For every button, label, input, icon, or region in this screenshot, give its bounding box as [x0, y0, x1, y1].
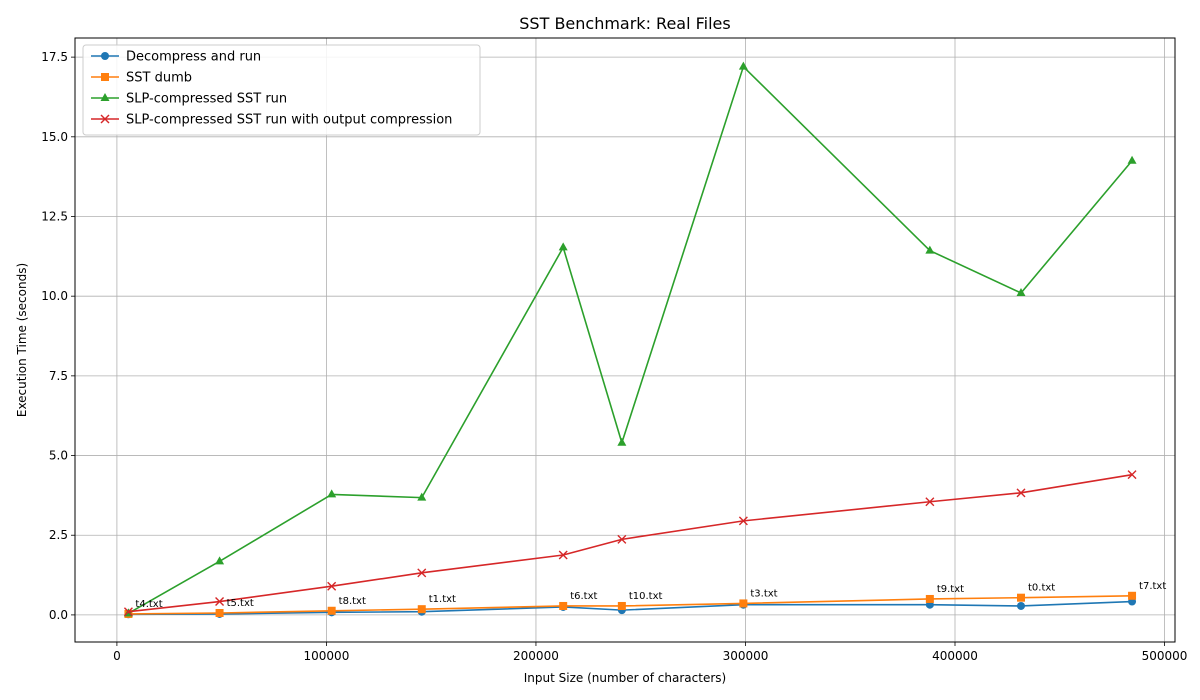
series-1-point [1017, 601, 1025, 610]
y-tick-label: 12.5 [41, 209, 68, 223]
series-4-point [123, 607, 133, 617]
legend-entry: Decompress and run [91, 50, 261, 65]
x-axis-label: Input Size (number of characters) [524, 671, 726, 685]
series-4-point-stroke [417, 568, 427, 578]
y-tick-label: 2.5 [49, 528, 68, 542]
series-2-point [559, 601, 568, 610]
y-tick-label: 7.5 [49, 369, 68, 383]
series-3-point [1016, 287, 1026, 296]
legend-box [82, 44, 481, 136]
legend-label: SST dumb [126, 71, 192, 86]
point-annotation: t3.txt [750, 588, 777, 599]
legend-label: SLP-compressed SST run with output compr… [126, 113, 452, 128]
series-2-group [124, 591, 1137, 618]
series-3-line [128, 65, 1133, 615]
grid-layer [75, 38, 1175, 642]
legend-swatch-marker-stroke [100, 114, 110, 124]
y-tick-label: 15.0 [41, 130, 68, 144]
series-4-point [617, 534, 627, 544]
series-2-point [327, 606, 336, 615]
point-annotation: t7.txt [1139, 581, 1166, 592]
legend: Decompress and run SST dumb SLP-compressed… [82, 44, 481, 136]
x-tick-label: 100000 [304, 649, 350, 663]
plot-frame [74, 37, 1176, 643]
legend-swatch-marker [100, 114, 110, 124]
y-tick-label: 17.5 [41, 50, 68, 64]
annotation-layer: t4.txt t5.txt t8.txt t1.txt t6.txt t10.txt t3.… [135, 581, 1166, 610]
legend-swatch-marker [101, 52, 109, 60]
series-4-point-stroke [558, 550, 568, 560]
series-2-point [1128, 591, 1137, 600]
series-4-point-stroke [1016, 488, 1026, 498]
series-4-point [215, 597, 225, 607]
point-annotation: t10.txt [629, 591, 663, 602]
legend-swatch-marker [101, 73, 109, 81]
series-4-point [558, 550, 568, 560]
series-2-point [925, 594, 934, 603]
series-4-point-stroke [215, 597, 225, 607]
series-3-point [327, 489, 337, 498]
x-tick-label: 300000 [723, 649, 769, 663]
series-2-point [417, 605, 426, 614]
series-layer [123, 61, 1137, 619]
series-4-point-stroke [1127, 470, 1137, 480]
series-4-point-stroke [123, 607, 133, 617]
legend-label: Decompress and run [126, 50, 261, 65]
series-4-point [417, 568, 427, 578]
series-4-point-stroke [617, 534, 627, 544]
point-annotation: t0.txt [1028, 583, 1055, 594]
series-2-line [128, 594, 1133, 615]
x-tick-label: 0 [113, 649, 121, 663]
series-4-point-stroke [738, 516, 748, 526]
series-2-point [739, 599, 748, 608]
point-annotation: t6.txt [570, 591, 597, 602]
series-4-point-stroke [925, 497, 935, 507]
series-1-line [128, 600, 1133, 616]
x-tick-label: 500000 [1142, 649, 1188, 663]
legend-label: SLP-compressed SST run [126, 92, 287, 107]
point-annotation: t8.txt [339, 596, 366, 607]
tick-layer: 0 100000 200000 300000 400000 500000 0.0 2.5 5.0… [41, 50, 1187, 663]
series-4-point-stroke [327, 581, 337, 591]
point-annotation: t4.txt [135, 599, 162, 610]
series-4-point [1016, 488, 1026, 498]
legend-swatch-marker [100, 93, 110, 101]
series-3-point [617, 437, 627, 446]
y-tick-label: 0.0 [49, 608, 68, 622]
series-3-point [925, 245, 935, 254]
x-tick-label: 200000 [513, 649, 559, 663]
series-4-point [327, 581, 337, 591]
point-annotation: t5.txt [227, 598, 254, 609]
chart-title: SST Benchmark: Real Files [519, 14, 730, 33]
y-tick-label: 5.0 [49, 449, 68, 463]
series-3-point [215, 556, 225, 565]
series-3-point [738, 61, 748, 70]
y-tick-label: 10.0 [41, 289, 68, 303]
series-3-point [558, 242, 568, 251]
series-3-point [417, 492, 427, 501]
series-3-point [1127, 155, 1137, 164]
point-annotation: t9.txt [937, 584, 964, 595]
legend-entry: SLP-compressed SST run with output compr… [91, 113, 452, 128]
series-2-point [215, 608, 224, 617]
x-tick-label: 400000 [932, 649, 978, 663]
legend-entry: SLP-compressed SST run [91, 92, 287, 107]
series-4-line [128, 473, 1133, 613]
point-annotation: t1.txt [429, 594, 456, 605]
series-4-point [925, 497, 935, 507]
legend-entry: SST dumb [91, 71, 192, 86]
series-2-point [617, 601, 626, 610]
series-4-point [738, 516, 748, 526]
y-axis-label: Execution Time (seconds) [15, 263, 29, 417]
series-4-group [123, 470, 1137, 617]
series-4-point [1127, 470, 1137, 480]
series-2-point [1017, 593, 1025, 602]
